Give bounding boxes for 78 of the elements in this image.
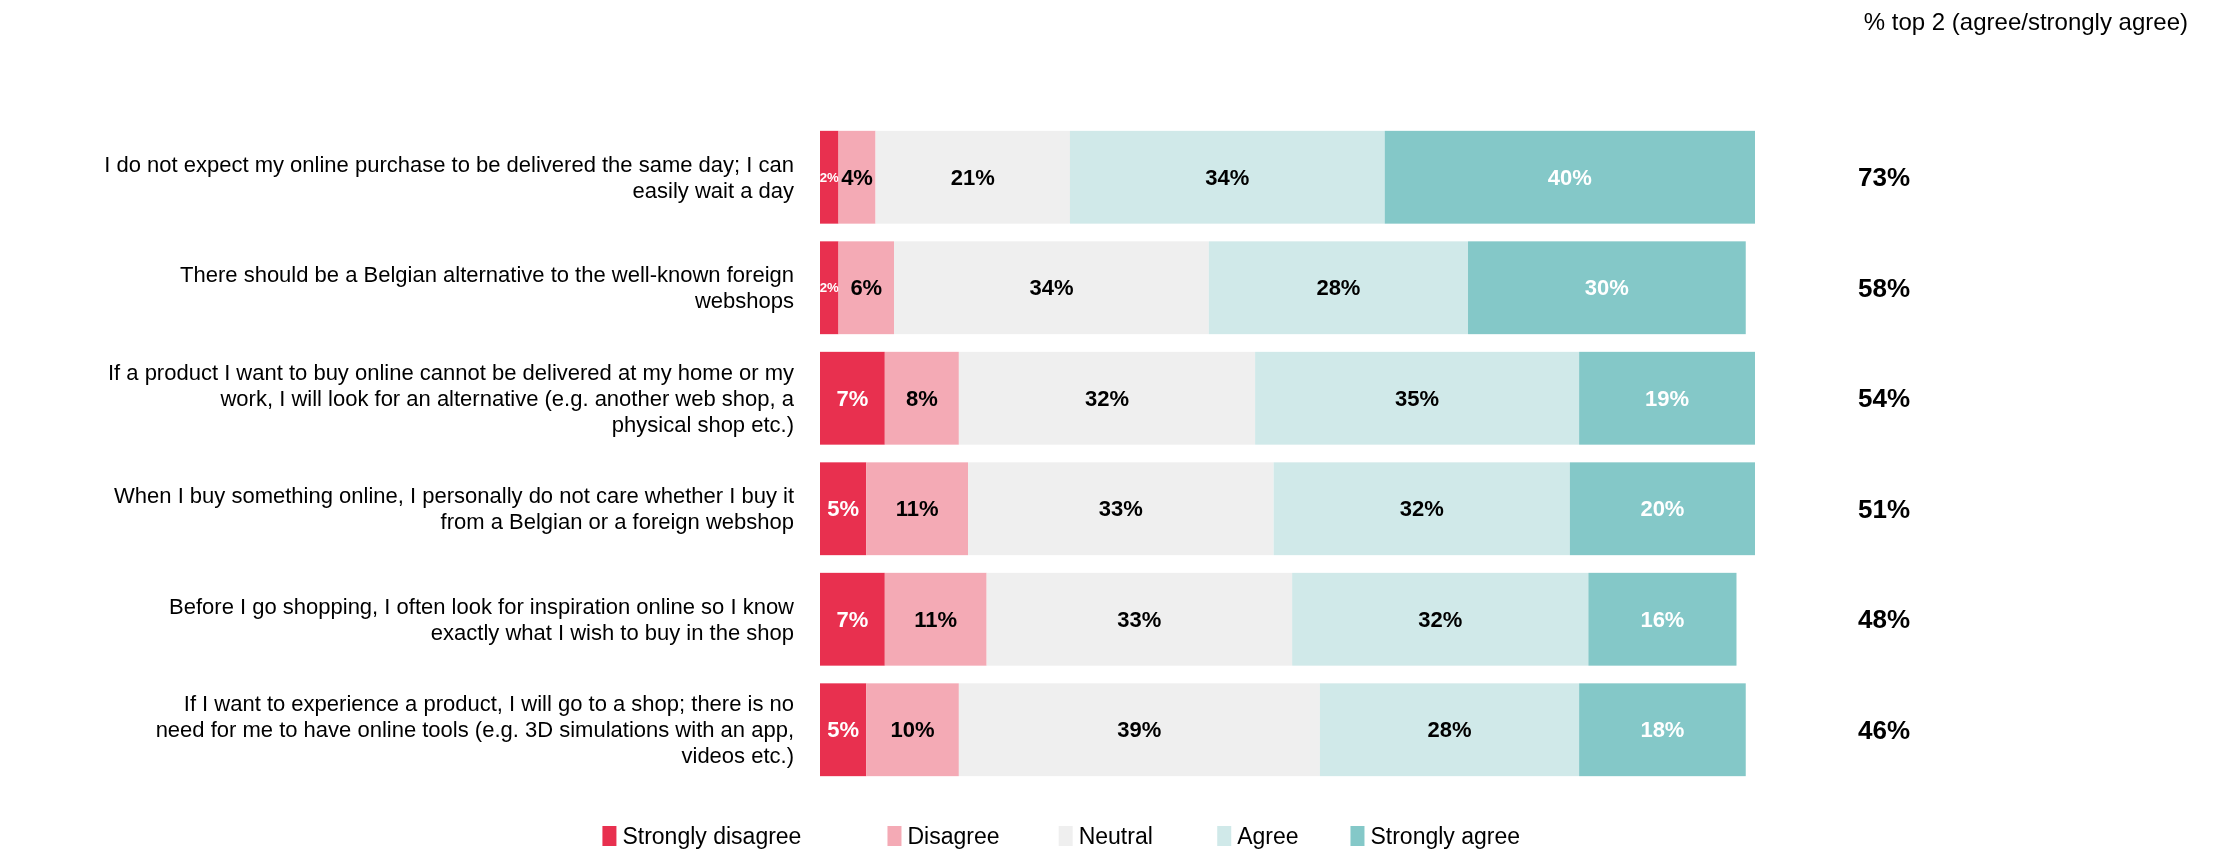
data-label: 5% — [827, 717, 860, 743]
data-label: 11% — [914, 606, 958, 632]
data-label: 4% — [841, 164, 873, 190]
bar — [958, 683, 1320, 777]
y-tick-label: If I want to experience a product, I will go to a shop; there is no need for me to have online tools (e.g. 3D simulations with an app, videos etc.) — [155, 691, 794, 769]
data-label: 5% — [827, 496, 860, 522]
bar — [820, 462, 867, 556]
y-tick-label: If a product I want to buy online cannot be delivered at my home or my work, I will look for an alternative (e.g. another web shop, a physical shop etc.) — [107, 359, 795, 437]
text: 51% — [1857, 493, 1911, 524]
data-label: 7% — [836, 385, 869, 411]
data-label: 34% — [1205, 164, 1250, 190]
bar — [838, 130, 876, 224]
legend-label: Strongly agree — [1370, 823, 1521, 850]
bar — [875, 130, 1070, 224]
data-label: 20% — [1640, 496, 1685, 522]
y-tick-label: There should be a Belgian alternative to the well-known foreign webshops — [180, 262, 794, 314]
bar — [958, 351, 1256, 445]
data-label: 8% — [905, 385, 938, 411]
bar — [820, 572, 885, 666]
data-label: 32% — [1084, 385, 1129, 411]
bar — [1384, 130, 1755, 224]
data-label: 7% — [836, 606, 869, 632]
legend-label: Neutral — [1078, 823, 1153, 850]
data-label: 35% — [1395, 385, 1440, 411]
bar — [1273, 462, 1570, 556]
bar — [968, 462, 1274, 556]
bar — [1069, 130, 1385, 224]
bar — [1255, 351, 1580, 445]
data-label: 16% — [1640, 606, 1685, 632]
bar — [1569, 462, 1755, 556]
data-label: 2% — [819, 280, 840, 296]
bar — [866, 462, 969, 556]
legend-label: Disagree — [907, 823, 1000, 850]
bar — [1208, 241, 1469, 335]
text: % top 2 (agree/strongly agree) — [1863, 8, 2188, 35]
bar — [820, 241, 839, 335]
bar — [1579, 683, 1746, 777]
bar — [1319, 683, 1580, 777]
data-label: 28% — [1316, 275, 1361, 301]
data-label: 11% — [895, 496, 939, 522]
bar — [1292, 572, 1589, 666]
bar — [866, 683, 959, 777]
data-label: 6% — [850, 275, 883, 301]
bar — [838, 241, 895, 335]
data-label: 33% — [1117, 606, 1162, 632]
data-label: 10% — [890, 717, 935, 743]
bar — [894, 241, 1209, 335]
legend-label: Strongly disagree — [622, 823, 802, 850]
data-label: 32% — [1399, 496, 1444, 522]
text: 58% — [1857, 272, 1911, 303]
data-label: 39% — [1117, 717, 1162, 743]
data-label: 21% — [950, 164, 995, 190]
bar — [1468, 241, 1746, 335]
text: 54% — [1857, 383, 1911, 414]
data-label: 40% — [1547, 164, 1592, 190]
data-label: 19% — [1645, 385, 1690, 411]
y-tick-label: Before I go shopping, I often look for inspiration online so I know exactly what I wish to buy in the shop — [169, 593, 795, 645]
text: 48% — [1857, 604, 1911, 635]
data-label: 28% — [1427, 717, 1472, 743]
data-label: 34% — [1029, 275, 1074, 301]
text: 46% — [1857, 714, 1911, 745]
legend-label: Agree — [1237, 823, 1299, 850]
text: 73% — [1857, 162, 1911, 193]
bar — [1579, 351, 1755, 445]
bar — [884, 572, 987, 666]
bar — [820, 130, 839, 224]
data-label: 18% — [1640, 717, 1685, 743]
y-tick-label: When I buy something online, I personally do not care whether I buy it from a Belgian or a foreign webshop — [114, 483, 794, 535]
bar — [820, 683, 867, 777]
y-tick-label: I do not expect my online purchase to be delivered the same day; I can easily wait a day — [104, 151, 794, 203]
data-label: 2% — [819, 169, 840, 185]
data-label: 30% — [1584, 275, 1629, 301]
data-label: 32% — [1418, 606, 1463, 632]
data-label: 33% — [1098, 496, 1143, 522]
bar — [1588, 572, 1737, 666]
bar — [884, 351, 959, 445]
bar — [820, 351, 885, 445]
bar — [986, 572, 1293, 666]
